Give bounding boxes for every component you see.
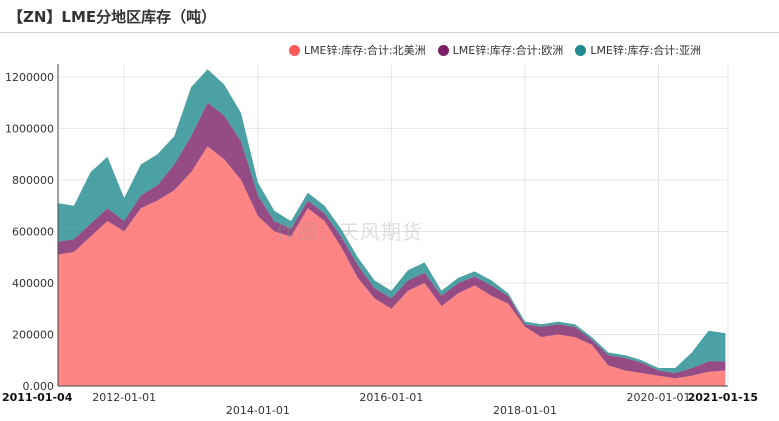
x-tick-label: 2014-01-01 <box>226 404 290 417</box>
x-axis: 2011-01-04 2012-01-01 2016-01-01 2020-01-01… <box>2 385 758 417</box>
area-series <box>57 69 726 386</box>
legend-label-north-america: LME锌:库存:合计:北美洲 <box>303 44 426 57</box>
x-tick-label: 2018-01-01 <box>493 404 557 417</box>
legend-label-europe: LME锌:库存:合计:欧洲 <box>452 44 564 57</box>
x-tick-label: 2012-01-01 <box>92 391 156 404</box>
x-tick-label: 2016-01-01 <box>359 391 423 404</box>
legend-item-europe[interactable]: LME锌:库存:合计:欧洲 <box>437 42 564 58</box>
x-tick-label: 2021-01-15 <box>688 391 758 404</box>
y-tick-label: 0.000 <box>23 380 55 393</box>
y-tick-label: 1000000 <box>5 122 54 135</box>
y-tick-label: 800000 <box>12 174 54 187</box>
y-tick-label: 1200000 <box>5 71 54 84</box>
legend-swatch-north-america <box>288 44 300 56</box>
area-series-north-america[interactable] <box>57 146 726 386</box>
title-divider <box>0 32 779 33</box>
legend-label-asia: LME锌:库存:合计:亚洲 <box>590 44 701 57</box>
x-tick-label: 2011-01-04 <box>2 391 73 404</box>
chart-legend: LME锌:库存:合计:北美洲 LME锌:库存:合计:欧洲 LME锌:库存:合计:… <box>288 42 701 58</box>
chart-title: 【ZN】LME分地区库存（吨） <box>8 8 217 26</box>
legend-item-asia[interactable]: LME锌:库存:合计:亚洲 <box>575 42 701 58</box>
legend-item-north-america[interactable]: LME锌:库存:合计:北美洲 <box>288 42 426 58</box>
watermark: 作图：天风期货 <box>276 220 423 244</box>
x-tick-label: 2020-01-01 <box>627 391 691 404</box>
y-tick-label: 600000 <box>12 225 54 238</box>
y-tick-label: 400000 <box>12 277 54 290</box>
y-axis: 0.000 200000 400000 600000 800000 1000000 1200… <box>5 64 59 393</box>
legend-swatch-europe <box>437 44 449 56</box>
legend-swatch-asia <box>575 44 587 56</box>
y-tick-label: 200000 <box>12 328 54 341</box>
